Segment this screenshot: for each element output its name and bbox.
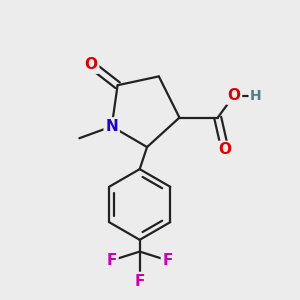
Text: O: O	[85, 57, 98, 72]
Text: O: O	[219, 142, 232, 158]
Text: F: F	[134, 274, 145, 289]
Text: O: O	[227, 88, 240, 103]
Text: H: H	[250, 88, 262, 103]
Text: N: N	[105, 119, 118, 134]
Text: F: F	[106, 253, 117, 268]
Text: F: F	[163, 253, 173, 268]
